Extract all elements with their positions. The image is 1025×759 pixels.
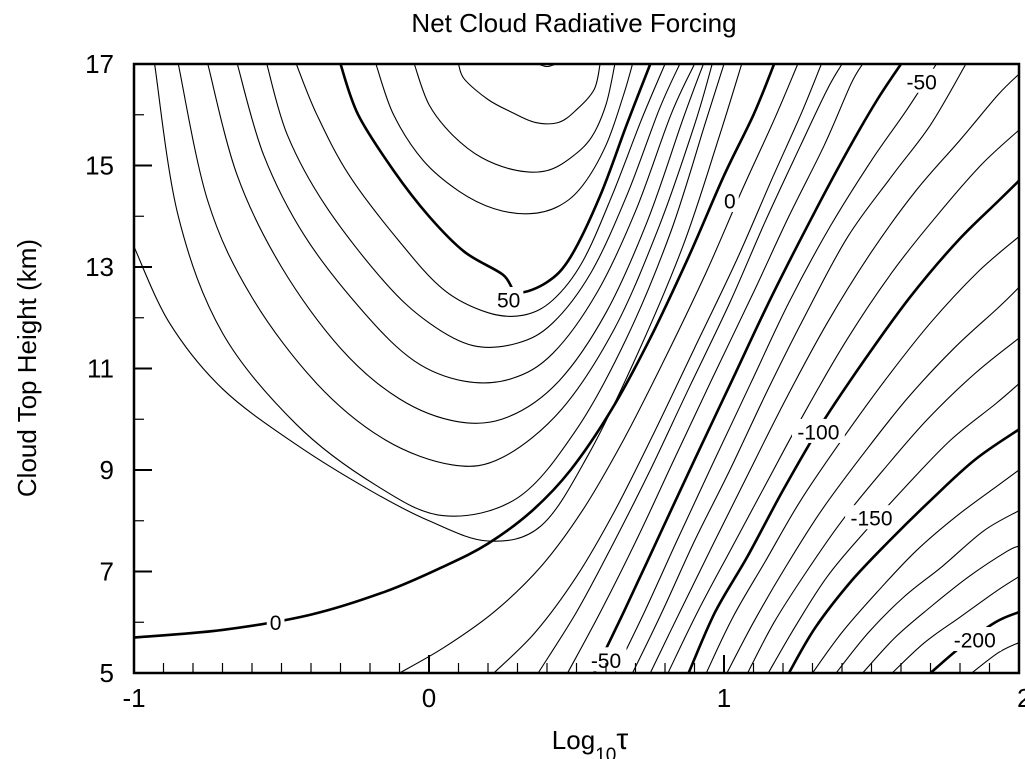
contour-label-bg-7 <box>948 627 1002 652</box>
contour-label-bg-1 <box>721 188 739 213</box>
contour-label-3: -100 <box>797 421 839 444</box>
x-axis-label-symbol: τ <box>616 723 628 756</box>
contour-label-5: 0 <box>270 612 282 635</box>
contour-line-16 <box>567 64 864 673</box>
contour-label-bg-0 <box>901 68 943 93</box>
contour-labels: -50 0 50 -100 -150 0 -50 -200 <box>266 68 1002 673</box>
contour-label-bg-4 <box>845 505 898 530</box>
contour-line-10 <box>154 64 725 517</box>
y-tick-label: 17 <box>85 49 114 79</box>
contour-line-18 <box>614 64 937 673</box>
contour-line-6 <box>266 64 681 348</box>
y-tick-label: 7 <box>100 557 114 587</box>
contour-line-12 <box>134 64 776 639</box>
y-tick-label: 13 <box>85 252 114 282</box>
contour-line-15 <box>537 64 843 673</box>
contour-line-33 <box>971 642 1019 673</box>
contour-line-20 <box>649 73 1019 673</box>
y-tick-label: 11 <box>87 354 114 384</box>
contour-lines <box>134 64 1019 673</box>
contour-label-4: -150 <box>850 508 892 531</box>
x-tick-label: 1 <box>717 683 731 713</box>
contour-label-0: -50 <box>906 71 936 94</box>
contour-line-13 <box>399 64 799 673</box>
x-axis-label-subscript: 10 <box>595 745 616 759</box>
contour-line-7 <box>236 64 695 384</box>
contour-line-9 <box>177 64 713 467</box>
y-tick-label: 9 <box>100 455 114 485</box>
y-tick-label: 15 <box>85 151 114 181</box>
contour-line-30 <box>862 545 1019 673</box>
contour-line-27 <box>787 428 1019 673</box>
contour-label-bg-2 <box>493 286 524 311</box>
contour-line-28 <box>812 469 1019 673</box>
contour-line-29 <box>835 510 1019 673</box>
contour-line-11 <box>134 64 743 542</box>
contour-label-bg-5 <box>266 609 285 634</box>
contour-line-22 <box>687 179 1019 673</box>
contour-label-bg-3 <box>792 418 845 443</box>
contour-label-6: -50 <box>591 650 621 673</box>
contour-label-7: -200 <box>954 630 996 653</box>
contour-line-24 <box>726 286 1019 673</box>
contour-line-2 <box>413 64 616 173</box>
contour-line-14 <box>493 64 822 673</box>
contour-line-8 <box>207 64 704 424</box>
chart-title: Net Cloud Radiative Forcing <box>411 8 736 38</box>
contour-line-31 <box>891 576 1019 673</box>
axis-ticks: -1 0 1 2 5 7 9 11 13 15 17 <box>85 49 1025 713</box>
y-tick-label: 5 <box>100 658 114 688</box>
y-axis-label: Cloud Top Height (km) <box>12 239 42 497</box>
x-axis-label-base: Log <box>552 725 595 755</box>
contour-line-21 <box>667 129 1019 673</box>
contour-line-19 <box>632 64 967 673</box>
contour-line-5 <box>295 64 666 317</box>
contour-line-1 <box>457 64 601 125</box>
contour-line-17 <box>593 64 903 673</box>
x-axis-label: Log10τ <box>552 723 629 759</box>
x-tick-label: 2 <box>1017 683 1025 713</box>
x-tick-label: -1 <box>122 683 145 713</box>
contour-label-2: 50 <box>497 289 520 312</box>
x-tick-label: 0 <box>422 683 436 713</box>
contour-line-3 <box>375 64 634 215</box>
contour-label-1: 0 <box>724 191 736 214</box>
contour-line-25 <box>747 337 1019 673</box>
